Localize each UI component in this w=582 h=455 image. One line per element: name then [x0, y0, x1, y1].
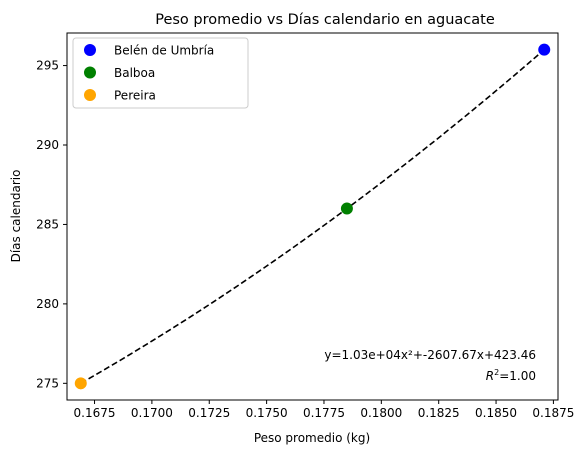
data-point-pereira	[74, 377, 87, 390]
equation-annotation: y=1.03e+04x²+-2607.67x+423.46	[324, 348, 536, 362]
chart-title: Peso promedio vs Días calendario en agua…	[155, 12, 495, 28]
x-tick-label: 0.1675	[74, 406, 116, 420]
y-tick-label: 295	[36, 59, 59, 73]
y-axis: 275 280 285 290 295	[36, 59, 67, 390]
data-points	[74, 43, 551, 390]
x-tick-label: 0.1700	[131, 406, 173, 420]
x-tick-label: 0.1750	[246, 406, 288, 420]
y-tick-label: 280	[36, 297, 59, 311]
data-point-balboa	[340, 202, 353, 215]
legend-label: Pereira	[114, 89, 156, 103]
x-axis: 0.1675 0.1700 0.1725 0.1750 0.1775 0.1800 0.18…	[74, 400, 574, 420]
x-tick-label: 0.1775	[303, 406, 345, 420]
legend-marker	[84, 66, 96, 79]
y-tick-label: 285	[36, 217, 59, 231]
r2-annotation: R2=1.00	[486, 368, 536, 383]
x-tick-label: 0.1725	[188, 406, 230, 420]
y-axis-label: Días calendario	[9, 170, 23, 263]
legend-label: Belén de Umbría	[114, 44, 214, 58]
legend-marker	[84, 89, 96, 101]
y-tick-label: 290	[36, 138, 59, 152]
x-tick-label: 0.1850	[475, 406, 517, 420]
legend-marker	[84, 44, 96, 56]
data-point-bel-n-de-umbr-a	[538, 43, 551, 56]
x-tick-label: 0.1825	[418, 406, 460, 420]
legend-box	[72, 37, 249, 109]
x-tick-label: 0.1800	[360, 406, 402, 420]
legend-label: Balboa	[114, 66, 155, 80]
x-tick-label: 0.1875	[532, 406, 574, 420]
fit-curve	[80, 49, 545, 385]
legend: Belén de Umbría Balboa Pereira	[72, 37, 249, 109]
x-axis-label: Peso promedio (kg)	[254, 431, 370, 445]
r2-value: =1.00	[499, 369, 536, 383]
y-tick-label: 275	[36, 376, 59, 390]
